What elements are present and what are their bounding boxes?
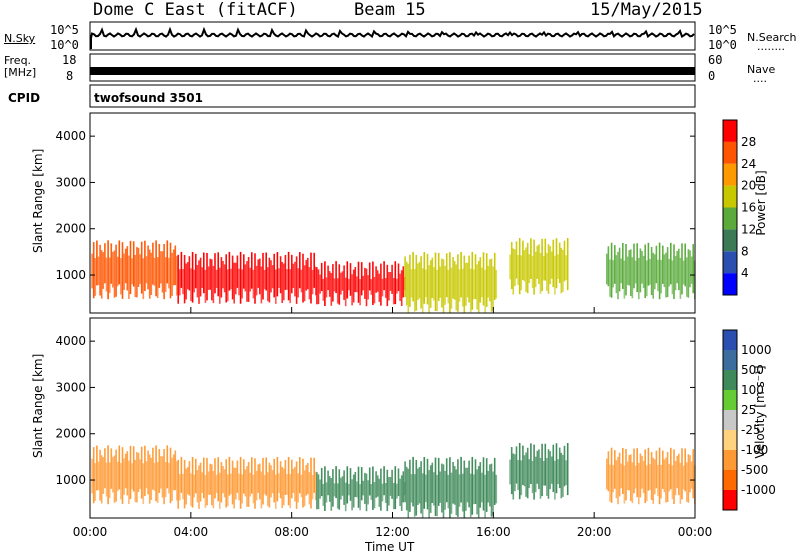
noise-trace	[90, 26, 695, 49]
velocity-colorbar-tick: -25	[741, 423, 761, 437]
velocity-ytick-label: 3000	[55, 380, 86, 394]
freq-label: Freq.	[4, 54, 32, 67]
velocity-segment-0	[91, 445, 178, 505]
velocity-colorbar-swatch	[723, 370, 737, 390]
power-colorbar-swatch	[723, 229, 737, 252]
power-colorbar-tick: 4	[741, 266, 749, 280]
noise-left-tick-bottom: 10^0	[50, 38, 79, 52]
power-segment-0	[91, 240, 178, 300]
power-colorbar-swatch	[723, 120, 737, 142]
x-tick-label: 12:00	[375, 525, 410, 539]
velocity-segment-3	[404, 456, 498, 519]
x-tick-label: 04:00	[174, 525, 209, 539]
power-segment-5	[605, 242, 696, 300]
velocity-colorbar-tick: 1000	[741, 343, 772, 357]
power-colorbar-tick: 8	[741, 244, 749, 258]
x-tick-label: 16:00	[476, 525, 511, 539]
velocity-colorbar-swatch	[723, 330, 737, 350]
noise-right-tick-bottom: 10^0	[708, 38, 737, 52]
velocity-segment-2	[316, 466, 406, 512]
velocity-colorbar-tick: 500	[741, 363, 764, 377]
velocity-colorbar-swatch	[723, 430, 737, 450]
nave-label: Nave	[747, 63, 776, 76]
x-tick-label: 08:00	[274, 525, 309, 539]
cpid-label: CPID	[8, 91, 41, 105]
velocity-colorbar-tick: 100	[741, 383, 764, 397]
velocity-colorbar-swatch	[723, 410, 737, 430]
velocity-colorbar-swatch	[723, 470, 737, 490]
x-tick-label: 00:00	[678, 525, 713, 539]
velocity-ytick-label: 1000	[55, 473, 86, 487]
power-colorbar-swatch	[723, 251, 737, 274]
x-tick-label: 00:00	[73, 525, 108, 539]
freq-tick-top: 18	[62, 53, 77, 67]
velocity-colorbar-tick: -500	[741, 463, 768, 477]
x-tick-label: 20:00	[577, 525, 612, 539]
station-title: Dome C East (fitACF)	[93, 0, 298, 20]
velocity-colorbar-frame	[722, 329, 738, 511]
power-ytick-label: 1000	[55, 268, 86, 282]
power-segment-2	[316, 261, 406, 307]
x-axis-label: Time UT	[365, 540, 415, 554]
power-colorbar-tick: 28	[741, 135, 756, 149]
nave-tick-bottom: 0	[708, 69, 716, 83]
power-colorbar-tick: 20	[741, 179, 756, 193]
noise-left-label: N.Sky	[4, 32, 36, 45]
power-ytick-label: 4000	[55, 129, 86, 143]
velocity-segment-1	[177, 456, 317, 509]
cpid-panel-frame	[89, 84, 696, 108]
power-colorbar-swatch	[723, 207, 737, 230]
power-colorbar-swatch	[723, 185, 737, 208]
power-colorbar-frame	[722, 119, 738, 296]
noise-right-label: N.Search	[747, 31, 797, 44]
power-colorbar-swatch	[723, 163, 737, 186]
nave-dots: ....	[753, 72, 767, 85]
power-colorbar-swatch	[723, 273, 737, 295]
velocity-colorbar-tick: -1000	[741, 483, 776, 497]
power-ytick-label: 3000	[55, 175, 86, 189]
velocity-colorbar-swatch	[723, 450, 737, 470]
velocity-ytick-label: 2000	[55, 427, 86, 441]
velocity-colorbar-tick: 25	[741, 403, 756, 417]
freq-band	[90, 67, 695, 75]
noise-right-dots: ........	[757, 40, 785, 53]
cpid-value: twofsound 3501	[94, 91, 203, 105]
power-colorbar-swatch	[723, 141, 737, 164]
velocity-colorbar-tick: -100	[741, 443, 768, 457]
power-colorbar-tick: 24	[741, 157, 756, 171]
power-segment-3	[404, 251, 498, 314]
nave-tick-top: 60	[708, 53, 723, 67]
velocity-colorbar-swatch	[723, 350, 737, 370]
freq-unit-label: [MHz]	[4, 66, 37, 79]
noise-panel-frame	[89, 21, 696, 51]
velocity-colorbar-swatch	[723, 390, 737, 410]
velocity-colorbar-swatch	[723, 490, 737, 510]
velocity-segment-4	[509, 443, 569, 500]
velocity-segment-5	[605, 447, 696, 505]
velocity-ytick-label: 4000	[55, 334, 86, 348]
power-colorbar-tick: 12	[741, 222, 756, 236]
date-title: 15/May/2015	[590, 0, 703, 20]
beam-title: Beam 15	[354, 0, 426, 20]
power-segment-1	[177, 251, 317, 304]
power-colorbar-tick: 16	[741, 201, 756, 215]
noise-right-tick-top: 10^5	[708, 23, 737, 37]
power-segment-4	[509, 238, 569, 295]
freq-tick-bottom: 8	[66, 69, 74, 83]
noise-left-tick-top: 10^5	[50, 23, 79, 37]
power-ytick-label: 2000	[55, 222, 86, 236]
